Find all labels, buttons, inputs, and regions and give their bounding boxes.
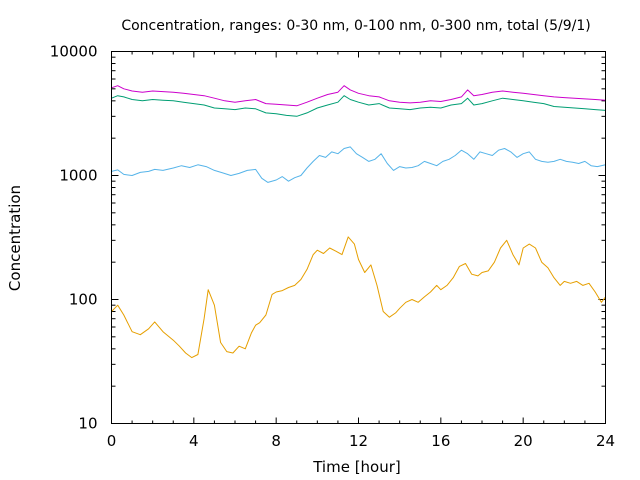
chart-title: Concentration, ranges: 0-30 nm, 0-100 nm… (121, 18, 590, 34)
x-tick-label: 20 (514, 432, 533, 450)
y-axis-label: Concentration (6, 185, 24, 291)
y-tick-label: 10000 (50, 43, 98, 61)
x-tick-label: 0 (107, 432, 117, 450)
y-tick-label: 1000 (59, 167, 97, 185)
series-line-1 (111, 146, 606, 183)
x-axis-label: Time [hour] (312, 458, 401, 476)
x-tick-label: 4 (189, 432, 199, 450)
x-tick-label: 24 (596, 432, 615, 450)
series-line-2 (111, 95, 606, 117)
series-line-0 (111, 236, 606, 359)
x-tick-label: 16 (431, 432, 450, 450)
series-line-3 (111, 85, 606, 107)
y-tick-label: 100 (69, 291, 98, 309)
x-tick-label: 12 (349, 432, 368, 450)
y-tick-label: 10 (78, 415, 97, 433)
plot-frame (111, 51, 606, 424)
x-tick-label: 8 (271, 432, 281, 450)
